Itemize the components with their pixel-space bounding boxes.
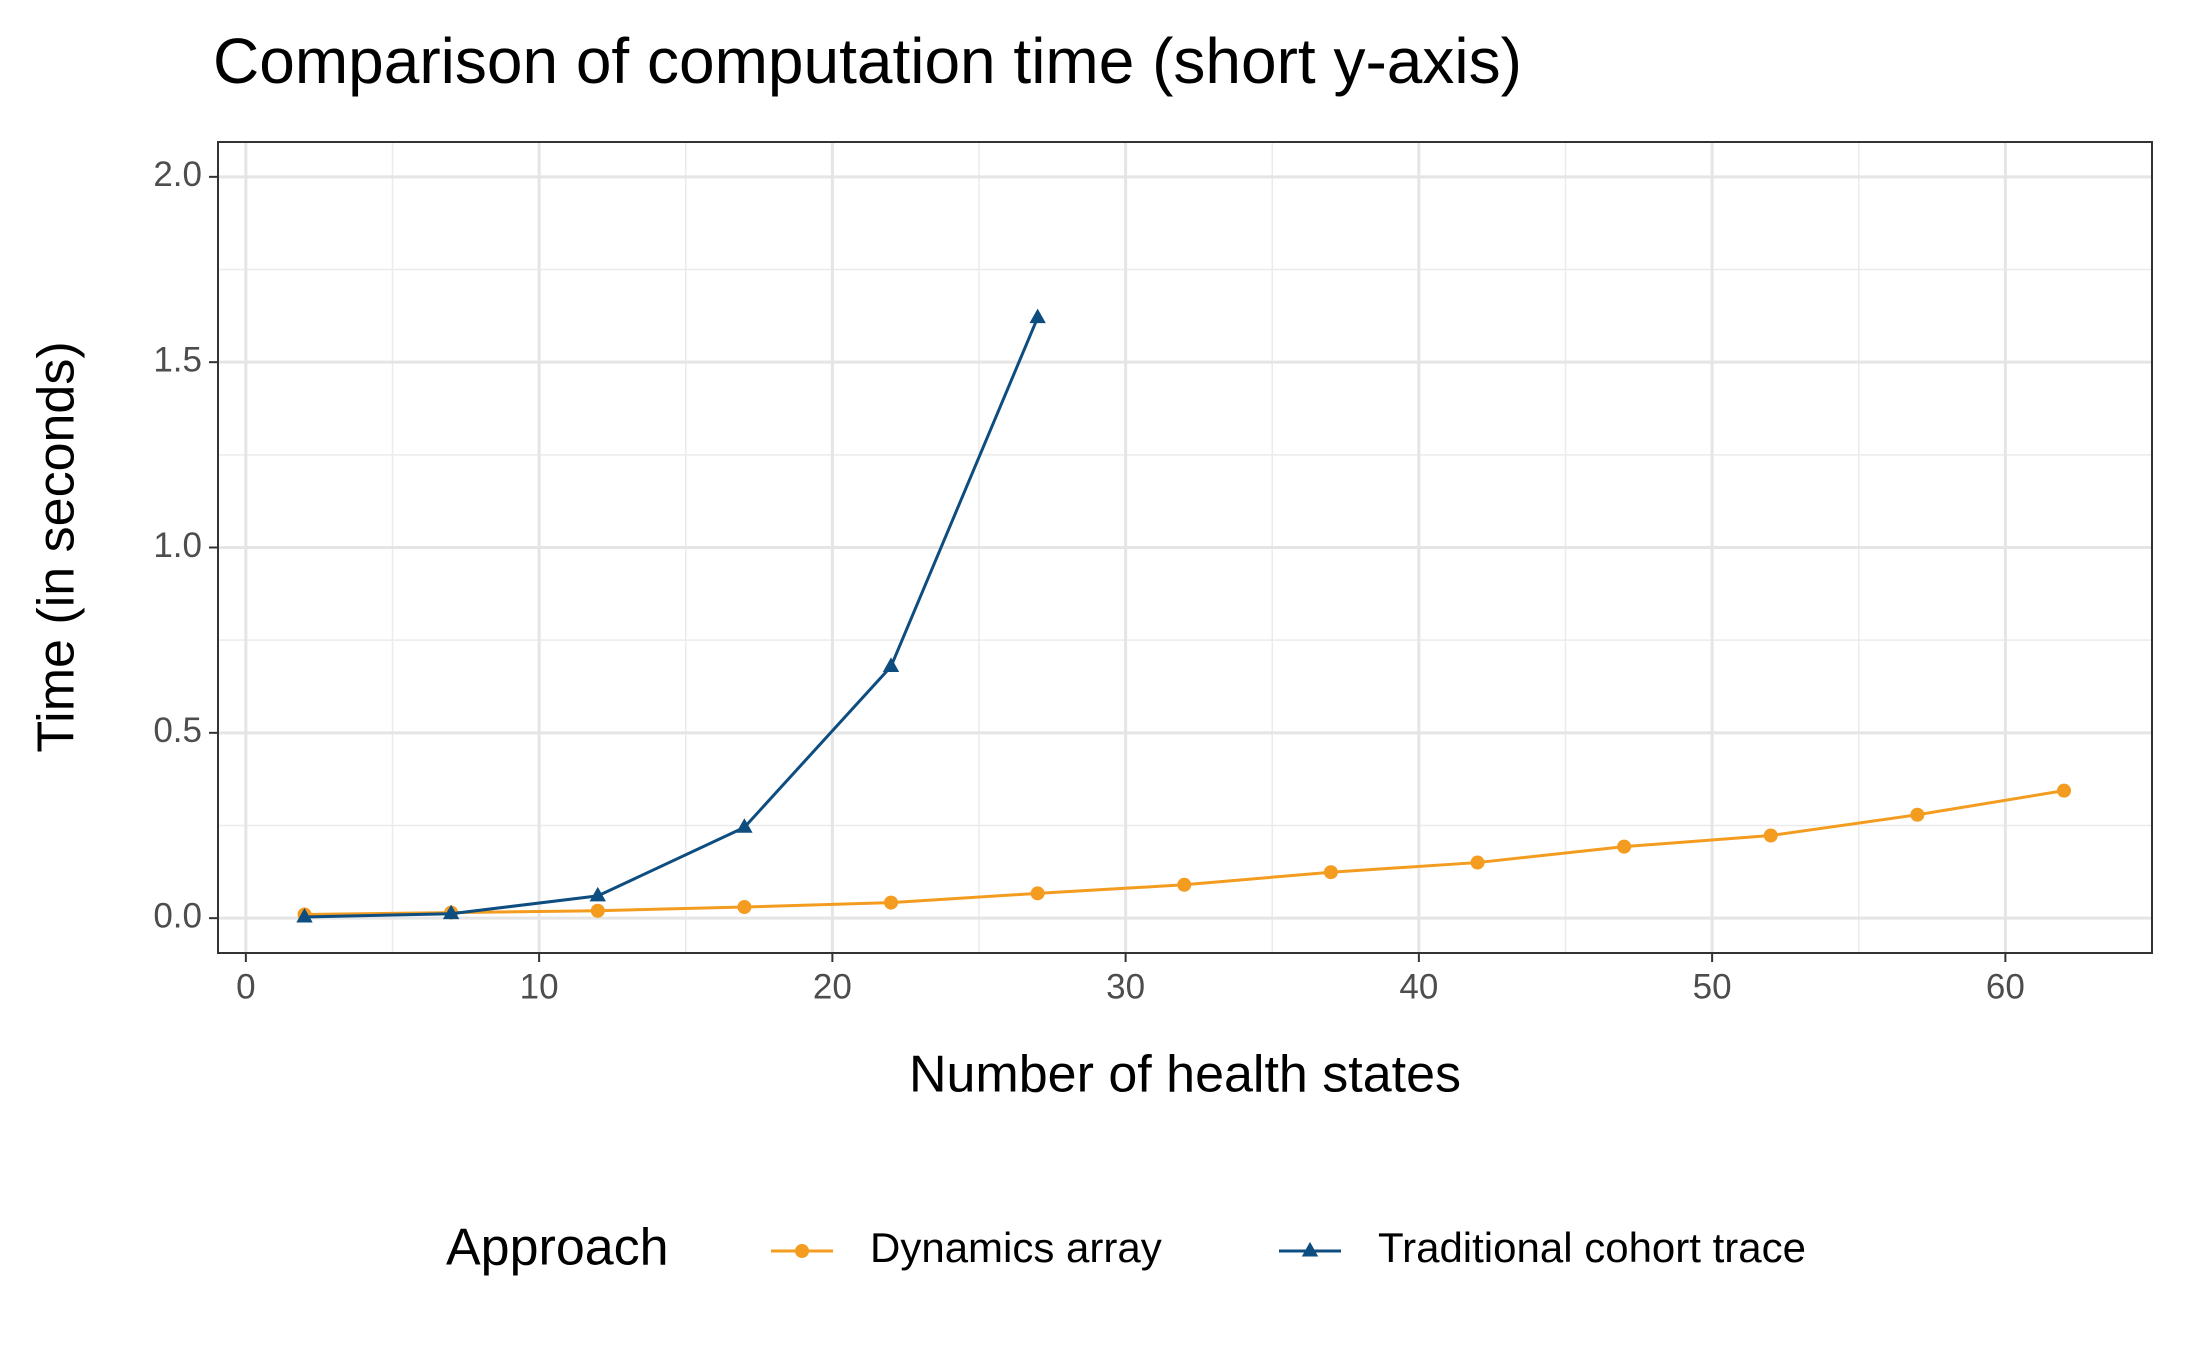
x-axis-title: Number of health states	[909, 1046, 1461, 1104]
legend-marker	[795, 1244, 809, 1258]
point	[737, 900, 752, 915]
point	[1617, 839, 1632, 854]
point	[882, 657, 900, 672]
point	[2057, 783, 2072, 798]
point	[590, 903, 605, 918]
chart-title: Comparison of computation time (short y-…	[213, 25, 1522, 97]
point	[736, 818, 753, 833]
y-tick-label: 0.5	[153, 711, 202, 750]
legend-title: Approach	[446, 1219, 669, 1277]
point	[1323, 865, 1338, 880]
plot-border	[217, 141, 2153, 954]
legend-marker	[1301, 1241, 1319, 1257]
point	[1030, 886, 1045, 901]
y-tick-label: 0.0	[153, 896, 202, 935]
point	[1029, 308, 1046, 324]
x-tick-label: 0	[236, 967, 255, 1006]
y-axis-title: Time (in seconds)	[28, 341, 86, 752]
point	[442, 904, 460, 920]
y-tick-label: 1.5	[153, 340, 202, 379]
series-line	[304, 317, 1040, 919]
y-tick-label: 2.0	[153, 155, 202, 194]
point	[1910, 807, 1925, 822]
point	[296, 907, 313, 923]
y-tick-label: 1.0	[153, 526, 202, 565]
x-tick-label: 40	[1399, 967, 1438, 1006]
x-tick-label: 60	[1986, 967, 2025, 1006]
point	[1177, 877, 1192, 892]
point	[589, 886, 606, 902]
x-tick-label: 10	[520, 967, 559, 1006]
point	[1763, 828, 1778, 843]
legend-label: Traditional cohort trace	[1378, 1224, 1806, 1271]
point	[1470, 855, 1485, 870]
x-tick-label: 50	[1693, 967, 1732, 1006]
x-tick-label: 30	[1106, 967, 1145, 1006]
legend-label: Dynamics array	[870, 1224, 1162, 1271]
point	[884, 895, 899, 910]
x-tick-label: 20	[813, 967, 852, 1006]
